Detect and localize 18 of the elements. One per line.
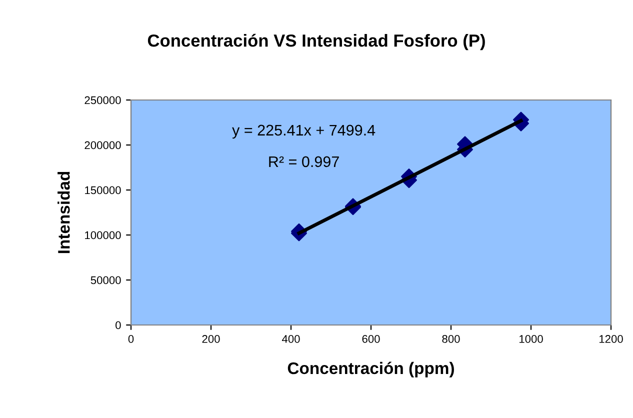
- x-tick-label: 600: [362, 335, 380, 343]
- y-tick-label: 250000: [84, 96, 121, 104]
- y-tick-label: 100000: [85, 231, 121, 240]
- x-tick-label: 1000: [519, 335, 543, 343]
- x-tick-label: 800: [442, 335, 460, 343]
- chart-title: Concentración VS Intensidad Fosforo (P): [148, 34, 485, 50]
- annotation: R² = 0.997: [269, 156, 339, 168]
- x-axis-title: Concentración (ppm): [288, 362, 454, 378]
- y-tick-label: 200000: [84, 141, 121, 150]
- x-tick-label: 200: [202, 335, 220, 343]
- y-tick-label: 0: [116, 321, 121, 330]
- annotation: y = 225.41x + 7499.4: [232, 124, 376, 139]
- y-axis-title: Intensidad: [58, 172, 70, 254]
- x-tick-label: 400: [282, 335, 300, 343]
- x-tick-label: 0: [128, 335, 134, 343]
- y-tick-label: 150000: [85, 186, 121, 194]
- y-tick-label: 50000: [90, 276, 121, 284]
- x-tick-label: 1200: [599, 335, 623, 343]
